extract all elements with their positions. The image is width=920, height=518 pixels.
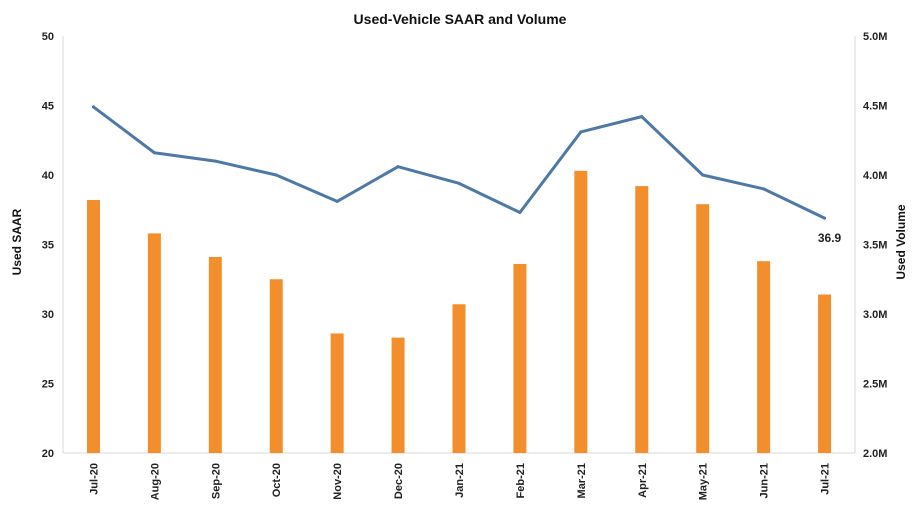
bar: [391, 337, 405, 453]
x-tick-label: Mar-21: [576, 463, 588, 498]
y-tick-label-left: 40: [42, 170, 54, 182]
y-tick-label-right: 2.0M: [863, 448, 887, 460]
x-tick-label: Oct-20: [271, 463, 283, 497]
line-point: [701, 173, 705, 177]
line-point: [518, 211, 522, 215]
line-series: [91, 105, 827, 220]
series-line: [91, 105, 827, 220]
x-tick-label: Dec-20: [393, 463, 405, 499]
line-point: [152, 151, 156, 155]
x-tick-label: Jul-21: [820, 463, 832, 495]
y-tick-label-right: 5.0M: [863, 31, 887, 43]
data-label-last: 36.9: [818, 231, 842, 245]
line-point: [762, 187, 766, 191]
line-point: [823, 216, 827, 220]
x-tick-label: Sep-20: [210, 463, 222, 499]
y-tick-label-right: 3.5M: [863, 240, 887, 252]
y-tick-label-right: 3.0M: [863, 309, 887, 321]
x-tick-label: Feb-21: [515, 463, 527, 498]
y-tick-label-right: 4.5M: [863, 101, 887, 113]
x-axis-ticks: Jul-20 Aug-20 Sep-20 Oct-20 Nov-20 Dec-20 Jan-…: [88, 463, 831, 500]
bar: [330, 333, 344, 453]
line-point: [457, 181, 461, 185]
line-point: [91, 105, 95, 109]
line-point: [640, 115, 644, 119]
bar: [208, 257, 222, 453]
bar: [269, 279, 283, 453]
x-tick-label: May-21: [698, 463, 710, 500]
bar: [696, 204, 710, 453]
x-tick-label: Jan-21: [454, 463, 466, 498]
y-tick-label-left: 30: [42, 309, 54, 321]
bar: [635, 186, 649, 453]
right-axis-ticks: 2.0M 2.5M 3.0M 3.5M 4.0M 4.5M 5.0M: [863, 31, 887, 460]
y-tick-label-left: 50: [42, 31, 54, 43]
x-tick-label: Jul-20: [88, 463, 100, 495]
y-axis-label-right: Used Volume: [894, 204, 908, 279]
x-tick-label: Jun-21: [759, 463, 771, 498]
x-tick-label: Nov-20: [332, 463, 344, 500]
y-axis-label-left: Used SAAR: [10, 208, 24, 275]
bar: [757, 261, 771, 453]
bar: [818, 294, 832, 453]
line-point: [396, 165, 400, 169]
y-tick-label-left: 45: [42, 101, 54, 113]
x-tick-label: Aug-20: [149, 463, 161, 500]
line-point: [579, 130, 583, 134]
bar: [452, 304, 466, 453]
bar: [147, 233, 161, 453]
y-tick-label-left: 25: [42, 379, 54, 391]
y-tick-label-right: 2.5M: [863, 379, 887, 391]
bars-series: [86, 170, 832, 453]
left-axis-ticks: 20 25 30 35 40 45 50: [42, 31, 54, 460]
y-tick-label-right: 4.0M: [863, 170, 887, 182]
x-tick-label: Apr-21: [637, 463, 649, 498]
line-point: [274, 173, 278, 177]
bar: [574, 170, 588, 453]
line-point: [213, 159, 217, 163]
bar: [86, 200, 100, 453]
y-tick-label-left: 20: [42, 448, 54, 460]
chart-title: Used-Vehicle SAAR and Volume: [354, 11, 567, 27]
bar: [513, 263, 527, 453]
y-tick-label-left: 35: [42, 240, 54, 252]
line-point: [335, 199, 339, 203]
